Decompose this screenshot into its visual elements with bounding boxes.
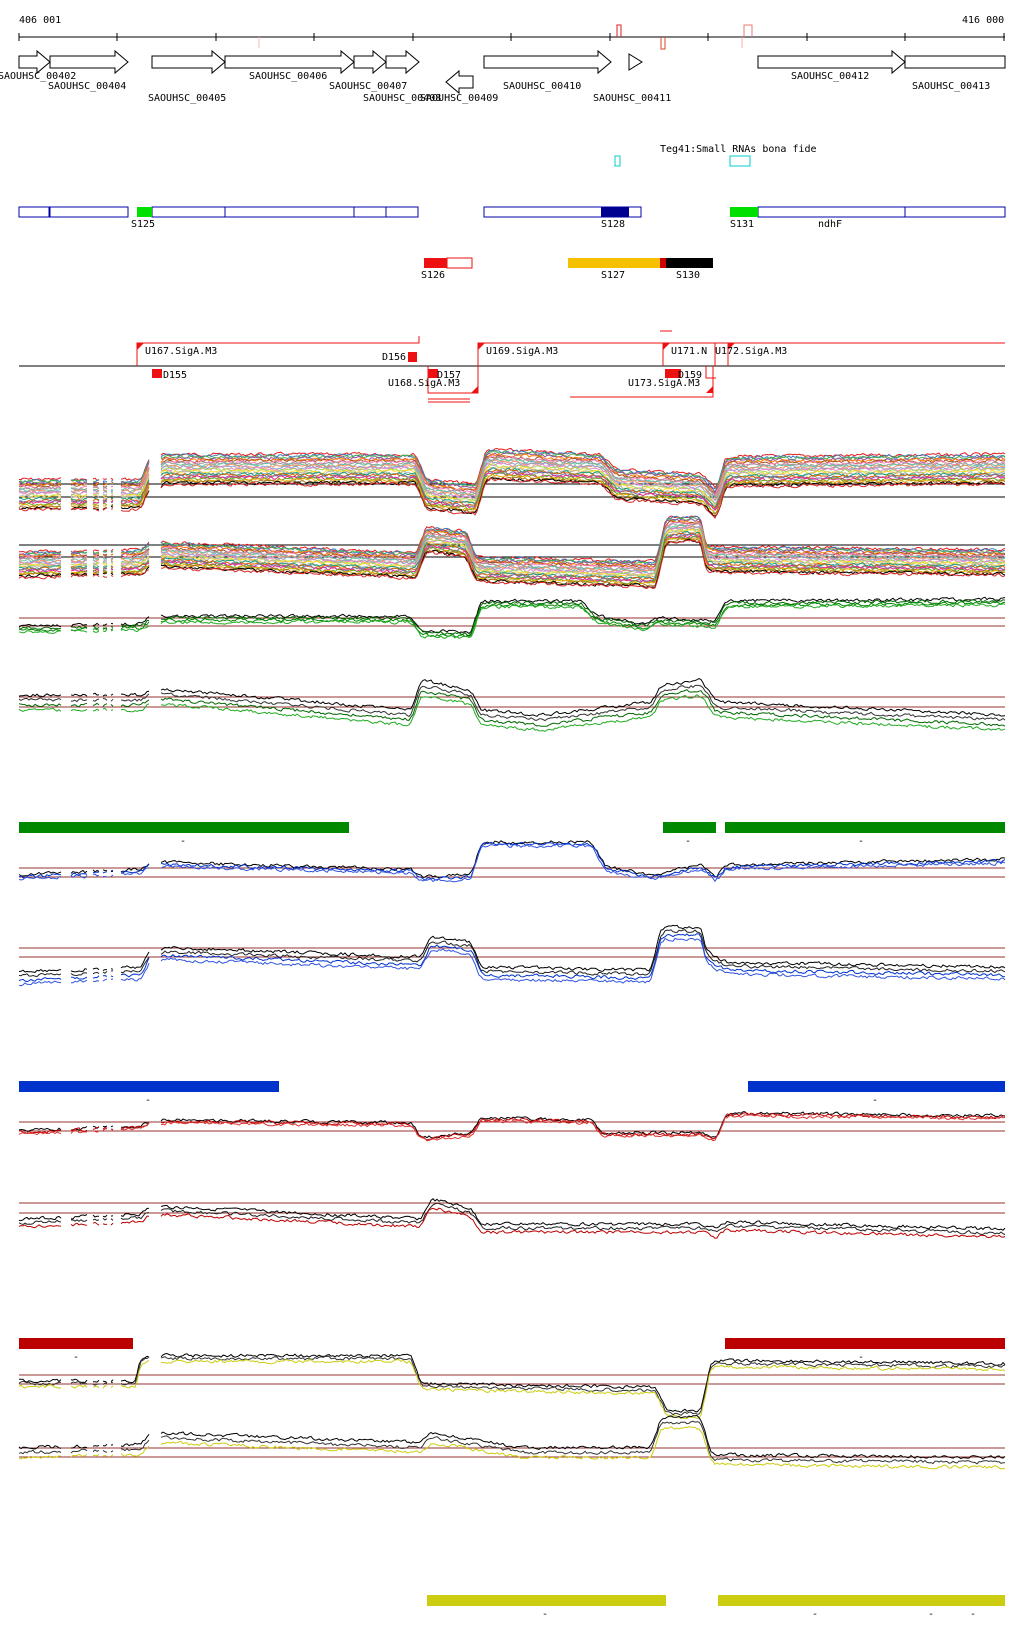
- segment-label: S125: [131, 219, 155, 230]
- ruler-end-label: 416 000: [962, 15, 1004, 26]
- promoter-label: U167.SigA.M3: [145, 346, 217, 357]
- ruler-ticks: [18, 33, 1005, 41]
- gene-label: SAOUHSC_00412: [791, 71, 869, 82]
- blue-condition-bars: - -: [19, 1081, 1005, 1106]
- gene-track: [18, 49, 1006, 95]
- gene-arrow-00409: [445, 69, 474, 95]
- gene-arrow-00402: [18, 49, 51, 75]
- small-rna-track: Teg41:Small RNAs bona fide: [614, 144, 817, 167]
- svg-text:-: -: [180, 836, 186, 847]
- promoter-track: U167.SigA.M3 U169.SigA.M3 U171.N U172.Si…: [19, 330, 1005, 403]
- gene-label: SAOUHSC_00410: [503, 81, 581, 92]
- gene-label: SAOUHSC_00407: [329, 81, 407, 92]
- svg-text:-: -: [73, 1352, 79, 1363]
- gene-label: SAOUHSC_00402: [0, 71, 76, 82]
- segment-track: S125 S128 S131 ndhF S126 S127 S130: [18, 206, 1006, 281]
- gene-arrow-00406: [224, 49, 355, 75]
- gene-arrow-00413: [904, 55, 1006, 69]
- yellow-condition-bars: - - - -: [427, 1595, 1005, 1620]
- segment-label: ndhF: [818, 219, 842, 230]
- gene-label: SAOUHSC_00405: [148, 93, 226, 104]
- small-rna-label: Teg41:Small RNAs bona fide: [660, 144, 817, 155]
- red-condition-bars: - -: [19, 1338, 1005, 1363]
- svg-text:-: -: [858, 836, 864, 847]
- ruler-marks: [258, 24, 753, 50]
- gene-labels: SAOUHSC_00402 SAOUHSC_00404 SAOUHSC_0040…: [0, 71, 990, 104]
- promoter-label: U168.SigA.M3: [388, 378, 460, 389]
- gene-label: SAOUHSC_00408: [363, 93, 441, 104]
- gene-label: SAOUHSC_00404: [48, 81, 126, 92]
- coordinate-ruler: 406 001 416 000: [18, 15, 1005, 50]
- svg-text:-: -: [928, 1609, 934, 1620]
- gene-label: SAOUHSC_00406: [249, 71, 327, 82]
- svg-text:-: -: [145, 1095, 151, 1106]
- green-condition-bars: - - -: [19, 822, 1005, 847]
- gene-label: SAOUHSC_00409: [420, 93, 498, 104]
- gene-label: SAOUHSC_00413: [912, 81, 990, 92]
- segment-label: S130: [676, 270, 700, 281]
- segment-label: S127: [601, 270, 625, 281]
- ruler-start-label: 406 001: [19, 15, 61, 26]
- terminator-label: D156: [382, 352, 406, 363]
- terminator-label: D159: [678, 370, 702, 381]
- segment-label: S126: [421, 270, 445, 281]
- promoter-label: U172.SigA.M3: [715, 346, 787, 357]
- svg-text:-: -: [685, 836, 691, 847]
- promoter-label: U171.N: [671, 346, 707, 357]
- promoter-label: U169.SigA.M3: [486, 346, 558, 357]
- expression-profiles: [18, 447, 1006, 1470]
- gene-arrow-00407: [353, 49, 387, 75]
- svg-text:-: -: [872, 1095, 878, 1106]
- gene-arrow-00412: [757, 49, 906, 75]
- svg-text:-: -: [542, 1609, 548, 1620]
- svg-text:-: -: [812, 1609, 818, 1620]
- gene-arrow-00408: [385, 49, 420, 75]
- terminator-label: D157: [437, 370, 461, 381]
- gene-label: SAOUHSC_00411: [593, 93, 671, 104]
- gene-arrow-00411: [628, 53, 643, 71]
- svg-text:-: -: [858, 1352, 864, 1363]
- segment-label: S128: [601, 219, 625, 230]
- terminator-label: D155: [163, 370, 187, 381]
- segment-label: S131: [730, 219, 754, 230]
- promoter-label: U173.SigA.M3: [628, 378, 700, 389]
- gene-arrow-00405: [151, 49, 226, 75]
- gene-arrow-00410: [483, 49, 612, 75]
- gene-arrow-00404: [49, 49, 129, 75]
- svg-text:-: -: [970, 1609, 976, 1620]
